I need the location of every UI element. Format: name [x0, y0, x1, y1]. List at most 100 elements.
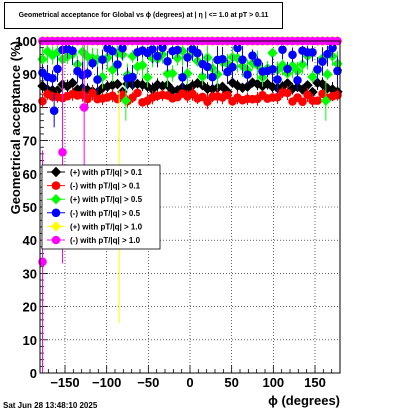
data-point [223, 90, 232, 100]
data-point [278, 45, 287, 54]
data-point [307, 71, 318, 83]
series-3 [38, 41, 342, 128]
y-tick-label: 50 [23, 200, 37, 215]
data-point [58, 147, 67, 157]
data-point [313, 96, 322, 105]
y-tick-label: 40 [23, 233, 37, 248]
data-point [128, 72, 137, 82]
data-point [283, 88, 292, 98]
data-point [288, 50, 297, 60]
data-point [333, 66, 342, 76]
data-point [48, 73, 57, 83]
data-point [50, 193, 62, 205]
data-point [112, 78, 123, 90]
data-point [68, 46, 77, 56]
data-point [167, 68, 178, 79]
data-point [322, 69, 333, 80]
data-point [98, 55, 107, 64]
data-point [283, 64, 292, 74]
data-point [318, 57, 327, 66]
chart-title-text: Geometrical acceptance for Global vs ϕ (… [18, 12, 269, 19]
y-tick-label: 100 [15, 34, 37, 49]
tick-marks [39, 40, 341, 374]
x-tick-label: 100 [262, 375, 284, 390]
data-point [208, 72, 217, 82]
data-point [108, 46, 117, 56]
data-point [308, 48, 317, 57]
data-point [173, 45, 182, 55]
x-tick-label: −50 [137, 375, 159, 390]
legend: (+) with pT/|q| > 0.1 (-) with pT/|q| > 0… [41, 164, 161, 250]
data-point [248, 51, 257, 60]
legend-label: (-) with pT/|q| > 0.5 [70, 209, 141, 218]
x-tick-label: 50 [224, 375, 238, 390]
data-point [228, 62, 237, 72]
data-point [298, 97, 307, 106]
data-point [163, 56, 172, 66]
timestamp: Sat Jun 28 13:48:10 2025 [3, 401, 98, 410]
y-tick-label: 20 [23, 300, 37, 315]
y-tick-label: 70 [23, 134, 37, 149]
x-tick-label: 0 [186, 375, 193, 390]
data-point [38, 96, 47, 106]
data-point [193, 48, 202, 58]
y-axis-label: Geometrical acceptance (%) [8, 41, 23, 214]
data-point [172, 52, 183, 64]
legend-label: (+) with pT/|q| > 0.5 [70, 195, 143, 204]
legend-label: (+) with pT/|q| > 1.0 [70, 222, 143, 231]
data-point [137, 60, 148, 71]
y-tick-label: 10 [23, 333, 37, 348]
data-point [320, 95, 332, 106]
plot-frame [39, 40, 341, 374]
data-point [93, 75, 102, 84]
legend-label: (+) with pT/|q| > 0.1 [70, 168, 143, 177]
x-tick-label: 150 [304, 375, 326, 390]
data-point [79, 103, 89, 112]
data-point [113, 60, 122, 69]
data-point [183, 53, 192, 62]
data-point [153, 51, 162, 61]
data-point [148, 44, 157, 54]
data-point [50, 221, 62, 232]
data-point [293, 76, 302, 85]
data-point [253, 58, 262, 67]
data-point [203, 62, 212, 72]
data-point [77, 46, 88, 58]
data-point [83, 69, 92, 78]
data-point [203, 97, 212, 106]
grid [40, 41, 340, 373]
chart-title: Geometrical acceptance for Global vs ϕ (… [4, 2, 283, 29]
data-point [51, 235, 61, 245]
data-point [333, 90, 342, 100]
data-point [51, 208, 61, 218]
data-point [218, 54, 227, 64]
data-point [133, 88, 142, 98]
legend-label: (-) with pT/|q| > 0.1 [70, 182, 141, 191]
data-point [267, 47, 278, 59]
y-tick-label: 60 [23, 167, 37, 182]
data-point [238, 55, 247, 64]
data-point [50, 166, 62, 178]
data-point [49, 106, 59, 116]
x-axis-label: ϕ (degrees) [268, 393, 340, 408]
y-tick-label: 0 [30, 366, 37, 381]
data-point [297, 59, 308, 70]
x-tick-label: −100 [92, 375, 121, 390]
data-point [178, 73, 187, 82]
data-point [37, 54, 48, 65]
legend-box [41, 164, 161, 250]
data-point [51, 181, 61, 190]
y-tick-label: 30 [23, 266, 37, 281]
data-point [313, 65, 322, 74]
data-point [303, 90, 312, 100]
y-tick-label: 90 [23, 67, 37, 82]
data-point [88, 88, 97, 98]
legend-label: (-) with pT/|q| > 1.0 [70, 236, 141, 245]
x-tick-label: −150 [50, 375, 79, 390]
data-point [38, 257, 47, 267]
data-point [197, 71, 208, 82]
data-point [268, 64, 277, 74]
data-point [142, 72, 153, 83]
data-point [243, 70, 252, 79]
